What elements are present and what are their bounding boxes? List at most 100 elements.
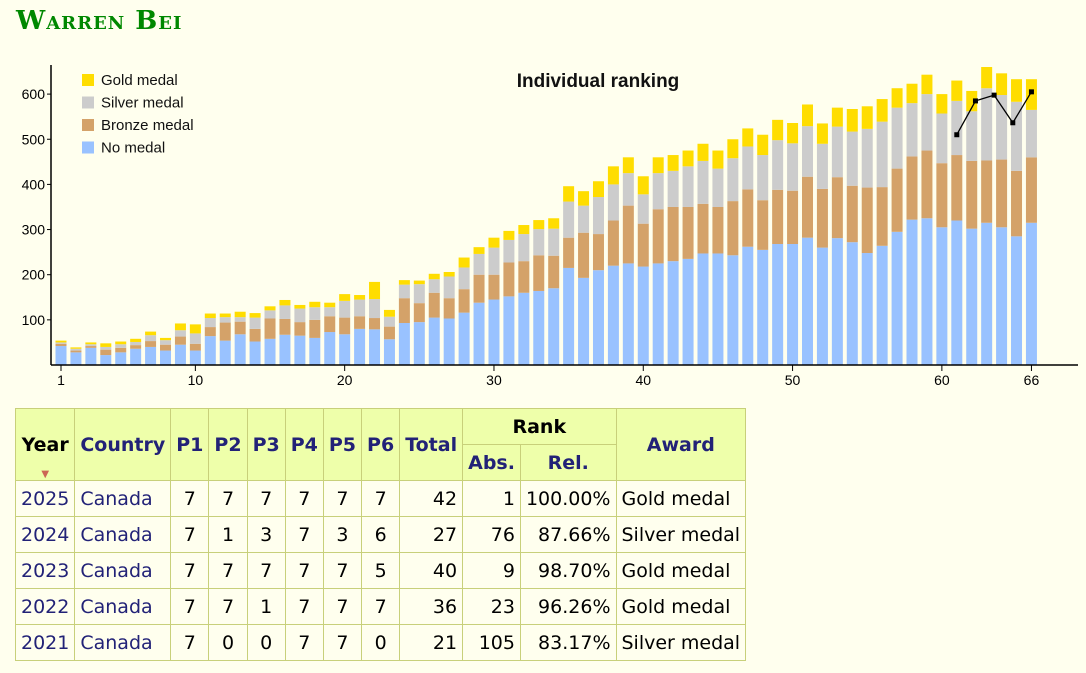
bar-no-medal-40 xyxy=(637,266,649,365)
bar-bronze-medal-36 xyxy=(578,232,590,278)
bar-no-medal-6 xyxy=(130,348,142,365)
country-cell[interactable]: Canada xyxy=(74,588,172,625)
bar-gold-medal-15 xyxy=(264,306,276,311)
bar-silver-medal-13 xyxy=(234,317,246,322)
bar-bronze-medal-7 xyxy=(145,341,157,347)
bar-bronze-medal-12 xyxy=(219,322,231,341)
column-header-p1[interactable]: P1 xyxy=(170,408,210,481)
bar-gold-medal-66 xyxy=(1025,79,1037,110)
column-header-rel[interactable]: Rel. xyxy=(519,444,617,481)
bar-silver-medal-60 xyxy=(936,113,948,164)
score-p6-cell: 7 xyxy=(361,588,401,625)
bar-bronze-medal-37 xyxy=(592,234,604,271)
y-tick-label: 600 xyxy=(22,86,46,102)
column-header-p3[interactable]: P3 xyxy=(246,408,286,481)
bar-no-medal-43 xyxy=(682,258,694,365)
bar-bronze-medal-3 xyxy=(85,346,97,348)
score-p6-cell: 5 xyxy=(361,552,401,589)
column-header-p2[interactable]: P2 xyxy=(208,408,248,481)
column-header-total[interactable]: Total xyxy=(399,408,464,481)
bar-gold-medal-47 xyxy=(742,128,754,147)
year-cell[interactable]: 2024 xyxy=(14,516,76,553)
bar-no-medal-48 xyxy=(757,249,769,365)
bar-silver-medal-14 xyxy=(249,317,261,329)
table-row: 2021 Canada 7 0 0 7 7 0 21 105 83.17% Silver medal xyxy=(14,624,747,661)
bar-gold-medal-3 xyxy=(85,342,97,345)
bar-gold-medal-16 xyxy=(279,299,291,306)
bar-bronze-medal-26 xyxy=(428,292,440,318)
bar-silver-medal-8 xyxy=(160,340,172,345)
bar-bronze-medal-29 xyxy=(473,274,485,303)
bar-bronze-medal-57 xyxy=(891,168,903,232)
country-cell[interactable]: Canada xyxy=(74,624,172,661)
bar-no-medal-35 xyxy=(563,267,575,365)
x-axis-ticks: 1 10 20 30 40 50 60 66 xyxy=(57,365,1039,388)
score-p6-cell: 6 xyxy=(361,516,401,553)
bar-silver-medal-29 xyxy=(473,253,485,275)
rank-point xyxy=(954,132,960,138)
bar-silver-medal-36 xyxy=(578,205,590,233)
column-header-year[interactable]: Year ▼ xyxy=(14,408,76,481)
score-p4-cell: 7 xyxy=(284,552,324,589)
table-row: 2023 Canada 7 7 7 7 7 5 40 9 98.70% Gold medal xyxy=(14,552,747,589)
bar-silver-medal-33 xyxy=(533,229,545,256)
bar-silver-medal-35 xyxy=(563,201,575,238)
bar-silver-medal-18 xyxy=(309,307,321,320)
column-header-p4[interactable]: P4 xyxy=(284,408,324,481)
country-cell[interactable]: Canada xyxy=(74,552,172,589)
bar-silver-medal-27 xyxy=(443,276,455,299)
bar-silver-medal-63 xyxy=(981,88,993,161)
bar-bronze-medal-58 xyxy=(906,156,918,220)
bar-no-medal-2 xyxy=(70,352,82,365)
bar-gold-medal-49 xyxy=(772,119,784,141)
country-cell[interactable]: Canada xyxy=(74,480,172,517)
year-cell[interactable]: 2025 xyxy=(14,480,76,517)
x-tick-label: 66 xyxy=(1024,372,1040,388)
column-header-country[interactable]: Country xyxy=(74,408,172,481)
y-tick-label: 100 xyxy=(22,312,46,328)
bar-gold-medal-25 xyxy=(413,280,425,285)
bar-no-medal-44 xyxy=(697,253,709,365)
bar-gold-medal-52 xyxy=(816,123,828,144)
year-cell[interactable]: 2022 xyxy=(14,588,76,625)
bar-no-medal-46 xyxy=(727,255,739,365)
column-header-p5[interactable]: P5 xyxy=(322,408,363,481)
bar-gold-medal-9 xyxy=(174,323,186,331)
bar-bronze-medal-20 xyxy=(339,317,351,335)
bar-no-medal-10 xyxy=(189,350,201,365)
country-cell[interactable]: Canada xyxy=(74,516,172,553)
chart-title: Individual ranking xyxy=(517,71,680,92)
chart-bars xyxy=(55,67,1037,365)
score-p1-cell: 7 xyxy=(170,516,210,553)
bar-gold-medal-6 xyxy=(130,338,142,342)
bar-silver-medal-46 xyxy=(727,158,739,202)
bar-bronze-medal-46 xyxy=(727,201,739,256)
bar-gold-medal-62 xyxy=(966,90,978,112)
bar-no-medal-54 xyxy=(846,242,858,365)
bar-silver-medal-11 xyxy=(204,318,216,328)
year-cell[interactable]: 2023 xyxy=(14,552,76,589)
bar-silver-medal-28 xyxy=(458,267,470,290)
bar-silver-medal-66 xyxy=(1025,109,1037,158)
bar-gold-medal-31 xyxy=(503,230,515,240)
column-header-p6[interactable]: P6 xyxy=(361,408,401,481)
bar-no-medal-57 xyxy=(891,231,903,365)
bar-bronze-medal-50 xyxy=(787,190,799,244)
bar-gold-medal-12 xyxy=(219,313,231,318)
score-p4-cell: 7 xyxy=(284,516,324,553)
bar-bronze-medal-60 xyxy=(936,163,948,228)
bar-bronze-medal-17 xyxy=(294,322,306,336)
column-header-award[interactable]: Award xyxy=(615,408,747,481)
bar-bronze-medal-33 xyxy=(533,255,545,291)
bar-bronze-medal-63 xyxy=(981,160,993,223)
year-cell[interactable]: 2021 xyxy=(14,624,76,661)
bar-no-medal-45 xyxy=(712,253,724,365)
bar-no-medal-50 xyxy=(787,244,799,365)
column-header-abs[interactable]: Abs. xyxy=(462,444,521,481)
legend-label: No medal xyxy=(101,140,165,157)
score-p1-cell: 7 xyxy=(170,480,210,517)
bar-silver-medal-4 xyxy=(100,346,112,350)
bar-bronze-medal-54 xyxy=(846,185,858,243)
score-p5-cell: 7 xyxy=(322,624,363,661)
sort-arrow-icon[interactable]: ▼ xyxy=(41,469,50,480)
